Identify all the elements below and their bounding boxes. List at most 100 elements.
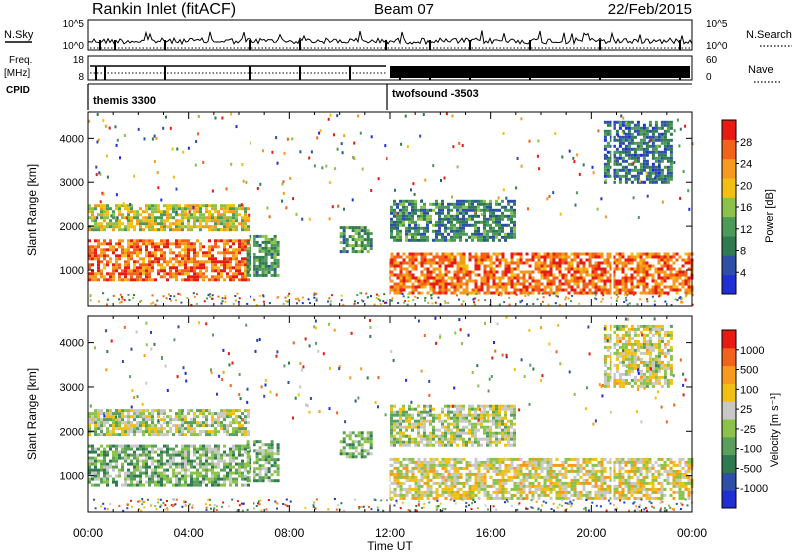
heatmap-cell bbox=[229, 480, 232, 484]
heatmap-cell bbox=[127, 278, 130, 282]
heatmap-cell bbox=[273, 464, 277, 468]
heatmap-cell bbox=[609, 153, 613, 157]
heatmap-cell bbox=[151, 204, 154, 208]
heatmap-cell bbox=[267, 476, 271, 480]
heatmap-cell bbox=[379, 299, 382, 302]
heatmap-cell bbox=[606, 155, 609, 158]
heatmap-cell bbox=[157, 260, 160, 264]
heatmap-cell bbox=[235, 254, 238, 258]
heatmap-cell bbox=[498, 285, 502, 289]
heatmap-cell bbox=[396, 291, 400, 295]
heatmap-cell bbox=[495, 270, 499, 274]
heatmap-cell bbox=[501, 252, 505, 256]
heatmap-cell bbox=[540, 261, 544, 265]
heatmap-cell bbox=[576, 279, 580, 283]
heatmap-cell bbox=[124, 483, 127, 487]
heatmap-cell bbox=[462, 208, 465, 212]
heatmap-cell bbox=[648, 129, 652, 133]
heatmap-cell bbox=[609, 174, 613, 178]
heatmap-cell bbox=[564, 258, 568, 262]
heatmap-cell bbox=[124, 269, 127, 273]
heatmap-cell bbox=[267, 452, 271, 456]
heatmap-cell bbox=[136, 222, 139, 226]
heatmap-cell bbox=[208, 278, 211, 282]
heatmap-cell bbox=[205, 465, 208, 469]
heatmap-cell bbox=[229, 465, 232, 469]
heatmap-cell bbox=[139, 207, 142, 211]
heatmap-cell bbox=[636, 174, 640, 178]
heatmap-cell bbox=[220, 421, 223, 425]
nsky-tick-top: 10^5 bbox=[63, 19, 85, 30]
heatmap-cell bbox=[473, 303, 476, 306]
heatmap-cell bbox=[133, 483, 136, 487]
heatmap-cell bbox=[390, 496, 394, 500]
heatmap-cell bbox=[594, 273, 598, 277]
heatmap-cell bbox=[106, 468, 109, 472]
heatmap-cell bbox=[594, 270, 598, 274]
heatmap-cell bbox=[261, 267, 265, 271]
heatmap-cell bbox=[465, 223, 468, 227]
heatmap-cell bbox=[156, 299, 159, 302]
heatmap-cell bbox=[184, 269, 187, 273]
heatmap-cell bbox=[252, 261, 256, 265]
heatmap-cell bbox=[471, 487, 475, 491]
heatmap-cell bbox=[558, 285, 562, 289]
heatmap-cell bbox=[412, 299, 415, 302]
heatmap-cell bbox=[597, 255, 601, 259]
heatmap-cell bbox=[618, 144, 622, 148]
heatmap-cell bbox=[169, 427, 172, 431]
heatmap-cell bbox=[100, 424, 103, 428]
heatmap-cell bbox=[636, 267, 640, 271]
heatmap-cell bbox=[133, 213, 136, 217]
heatmap-cell bbox=[232, 266, 235, 270]
heatmap-cell bbox=[238, 297, 241, 300]
heatmap-cell bbox=[408, 460, 412, 464]
heatmap-cell bbox=[483, 208, 486, 212]
heatmap-cell bbox=[339, 232, 343, 236]
heatmap-cell bbox=[190, 213, 193, 217]
heatmap-cell bbox=[555, 252, 559, 256]
heatmap-cell bbox=[420, 235, 423, 239]
heatmap-cell bbox=[133, 471, 136, 475]
heatmap-cell bbox=[633, 177, 637, 181]
heatmap-cell bbox=[325, 164, 328, 168]
heatmap-cell bbox=[622, 116, 625, 120]
heatmap-cell bbox=[528, 285, 532, 289]
heatmap-cell bbox=[205, 421, 208, 425]
heatmap-cell bbox=[342, 241, 346, 245]
heatmap-cell bbox=[441, 463, 445, 467]
heatmap-cell bbox=[687, 282, 691, 286]
heatmap-cell bbox=[672, 273, 676, 277]
heatmap-cell bbox=[102, 292, 105, 295]
heatmap-cell bbox=[273, 261, 277, 265]
heatmap-cell bbox=[199, 456, 202, 460]
heatmap-cell bbox=[226, 433, 229, 437]
heatmap-cell bbox=[426, 496, 430, 500]
heatmap-cell bbox=[465, 472, 469, 476]
heatmap-cell bbox=[480, 487, 484, 491]
heatmap-cell bbox=[148, 228, 151, 232]
heatmap-cell bbox=[97, 433, 100, 437]
heatmap-cell bbox=[199, 447, 202, 451]
heatmap-cell bbox=[211, 415, 214, 419]
heatmap-cell bbox=[582, 163, 585, 167]
heatmap-cell bbox=[591, 255, 595, 259]
heatmap-cell bbox=[142, 210, 145, 214]
heatmap-cell bbox=[423, 214, 426, 218]
heatmap-cell bbox=[181, 278, 184, 282]
heatmap-cell bbox=[103, 225, 106, 229]
heatmap-cell bbox=[504, 285, 508, 289]
heatmap-cell bbox=[594, 267, 598, 271]
heatmap-cell bbox=[252, 240, 256, 244]
heatmap-cell bbox=[642, 273, 646, 277]
heatmap-cell bbox=[235, 207, 238, 211]
heatmap-cell bbox=[244, 275, 247, 279]
heatmap-cell bbox=[399, 270, 403, 274]
heatmap-cell bbox=[405, 229, 408, 233]
heatmap-cell bbox=[264, 270, 268, 274]
heatmap-cell bbox=[229, 245, 232, 249]
heatmap-cell bbox=[142, 266, 145, 270]
heatmap-cell bbox=[100, 468, 103, 472]
heatmap-cell bbox=[160, 474, 163, 478]
heatmap-cell bbox=[648, 255, 652, 259]
